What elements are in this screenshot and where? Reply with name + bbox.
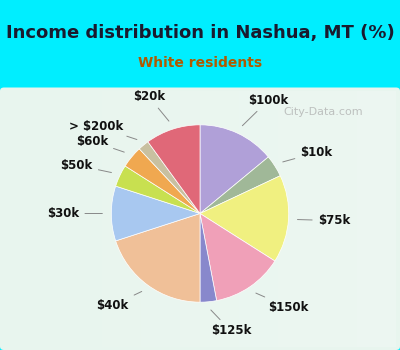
Wedge shape [200,214,217,302]
Bar [82,91,102,346]
Bar [220,91,239,346]
Wedge shape [111,186,200,241]
Text: $100k: $100k [242,94,288,126]
Wedge shape [116,166,200,214]
Text: > $200k: > $200k [69,120,137,140]
FancyBboxPatch shape [0,88,400,350]
Text: White residents: White residents [138,56,262,70]
Text: Income distribution in Nashua, MT (%): Income distribution in Nashua, MT (%) [6,24,394,42]
Bar [180,91,200,346]
Text: $10k: $10k [283,146,332,162]
Bar [4,91,24,346]
Bar [141,91,161,346]
Text: $60k: $60k [76,135,124,152]
Wedge shape [116,214,200,302]
Wedge shape [200,176,289,261]
Wedge shape [148,125,200,214]
Text: $40k: $40k [97,292,142,312]
Wedge shape [200,125,268,214]
Bar [298,91,318,346]
Wedge shape [125,149,200,214]
Bar [318,91,337,346]
Text: $30k: $30k [47,207,102,220]
Bar [24,91,43,346]
Bar [200,91,220,346]
Text: $75k: $75k [298,214,350,227]
Bar [259,91,278,346]
Bar [337,91,357,346]
Bar [278,91,298,346]
Text: City-Data.com: City-Data.com [284,107,363,117]
Bar [63,91,82,346]
Text: $150k: $150k [256,293,309,314]
Bar [357,91,376,346]
Bar [161,91,180,346]
Wedge shape [139,142,200,214]
Text: $20k: $20k [133,90,169,121]
Wedge shape [200,214,275,301]
Bar [376,91,396,346]
Bar [102,91,122,346]
Text: $50k: $50k [61,159,112,173]
Bar [43,91,63,346]
Text: $125k: $125k [211,310,251,337]
Wedge shape [200,157,280,214]
Bar [239,91,259,346]
Bar [122,91,141,346]
